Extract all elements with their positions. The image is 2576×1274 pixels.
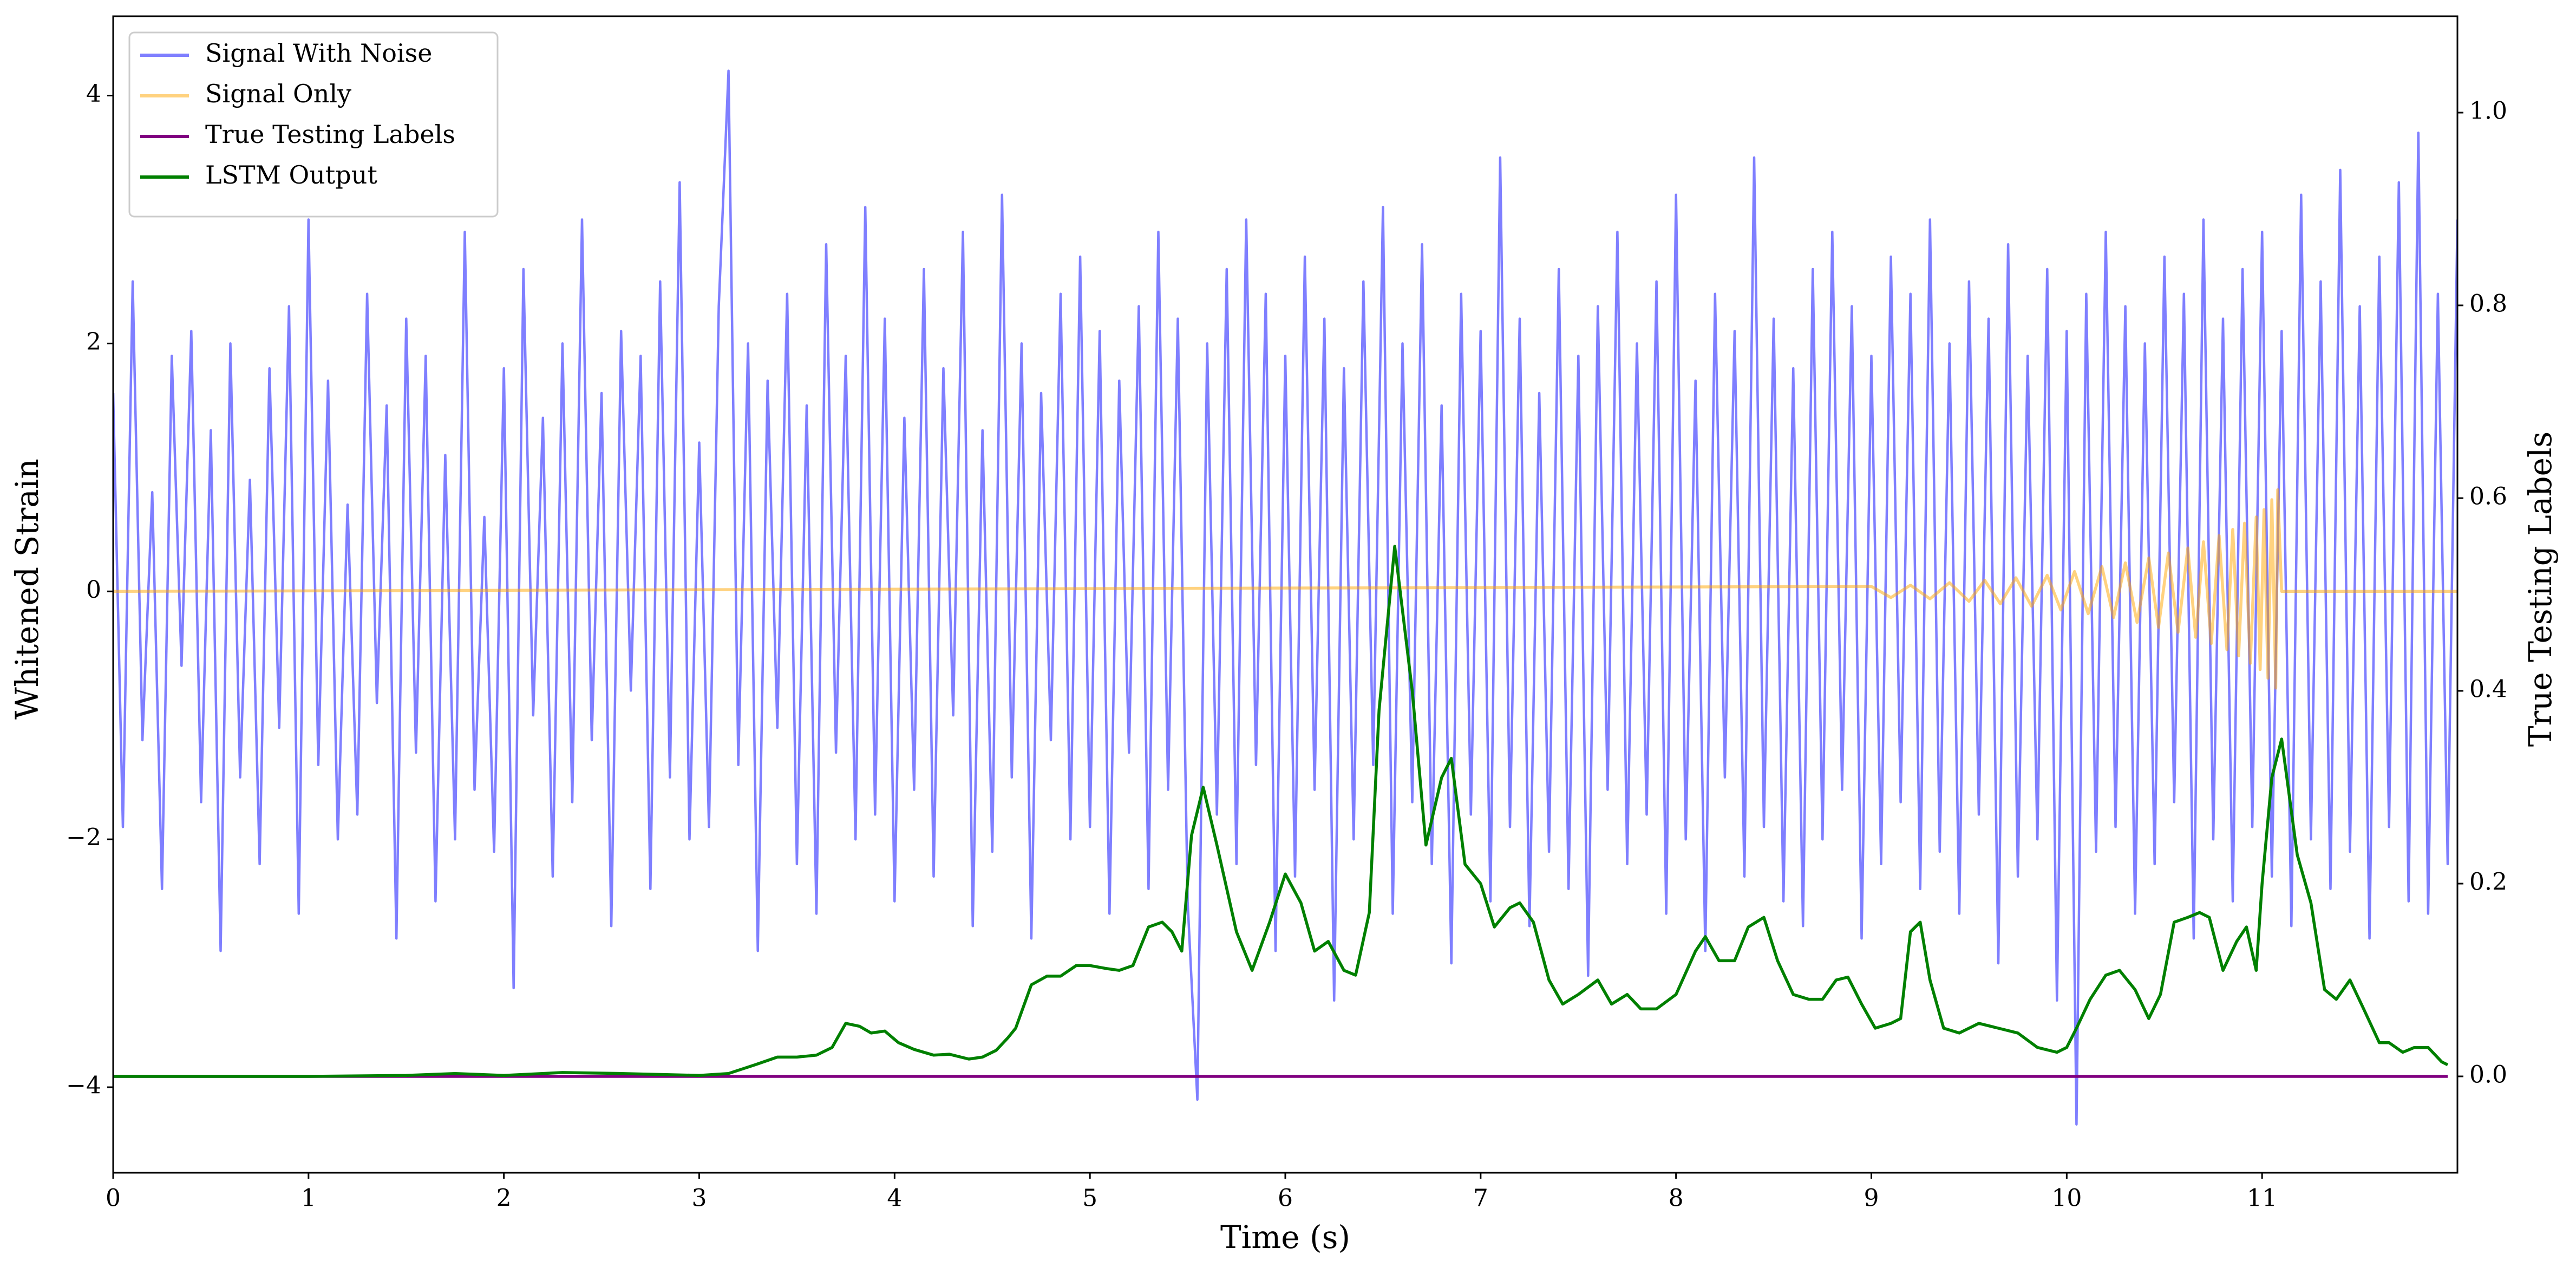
x-tick-label: 6: [1278, 1185, 1293, 1212]
x-tick-label: 11: [2247, 1185, 2277, 1212]
legend-label: Signal With Noise: [205, 38, 432, 68]
y2-tick-label: 0.0: [2469, 1061, 2507, 1089]
y2-axis-label: True Testing Labels: [2522, 432, 2559, 747]
x-tick-label: 10: [2051, 1185, 2082, 1212]
x-tick-label: 9: [1864, 1185, 1879, 1212]
x-tick-label: 0: [106, 1185, 121, 1212]
x-axis-label: Time (s): [1220, 1219, 1350, 1256]
legend: Signal With Noise Signal Only True Testing…: [128, 31, 499, 218]
x-tick-label: 7: [1473, 1185, 1488, 1212]
x-tick-label: 2: [496, 1185, 512, 1212]
y-tick-label: 4: [86, 80, 101, 108]
plot-area: [113, 69, 2457, 1126]
x-tick-label: 8: [1669, 1185, 1684, 1212]
y-tick-label: −2: [66, 824, 101, 852]
y2-tick-label: 0.8: [2469, 290, 2507, 318]
series-line: [113, 488, 2457, 690]
y-axis-label: Whitened Strain: [9, 459, 45, 720]
y2-tick-label: 1.0: [2469, 97, 2507, 125]
legend-label: LSTM Output: [205, 160, 377, 190]
legend-label: True Testing Labels: [205, 120, 455, 149]
x-tick-label: 5: [1082, 1185, 1097, 1212]
y2-tick-label: 0.6: [2469, 483, 2507, 511]
x-tick-label: 4: [887, 1185, 902, 1212]
y2-tick-label: 0.4: [2469, 676, 2507, 703]
y-tick-label: −4: [66, 1072, 101, 1100]
x-tick-label: 1: [301, 1185, 316, 1212]
series-line: [113, 69, 2457, 1126]
series-line: [113, 545, 2449, 1078]
legend-box: [128, 31, 499, 218]
y-tick-label: 0: [86, 576, 101, 604]
y-tick-label: 2: [86, 328, 101, 356]
x-tick-label: 3: [692, 1185, 707, 1212]
y2-tick-label: 0.2: [2469, 868, 2507, 896]
legend-label: Signal Only: [205, 79, 351, 108]
